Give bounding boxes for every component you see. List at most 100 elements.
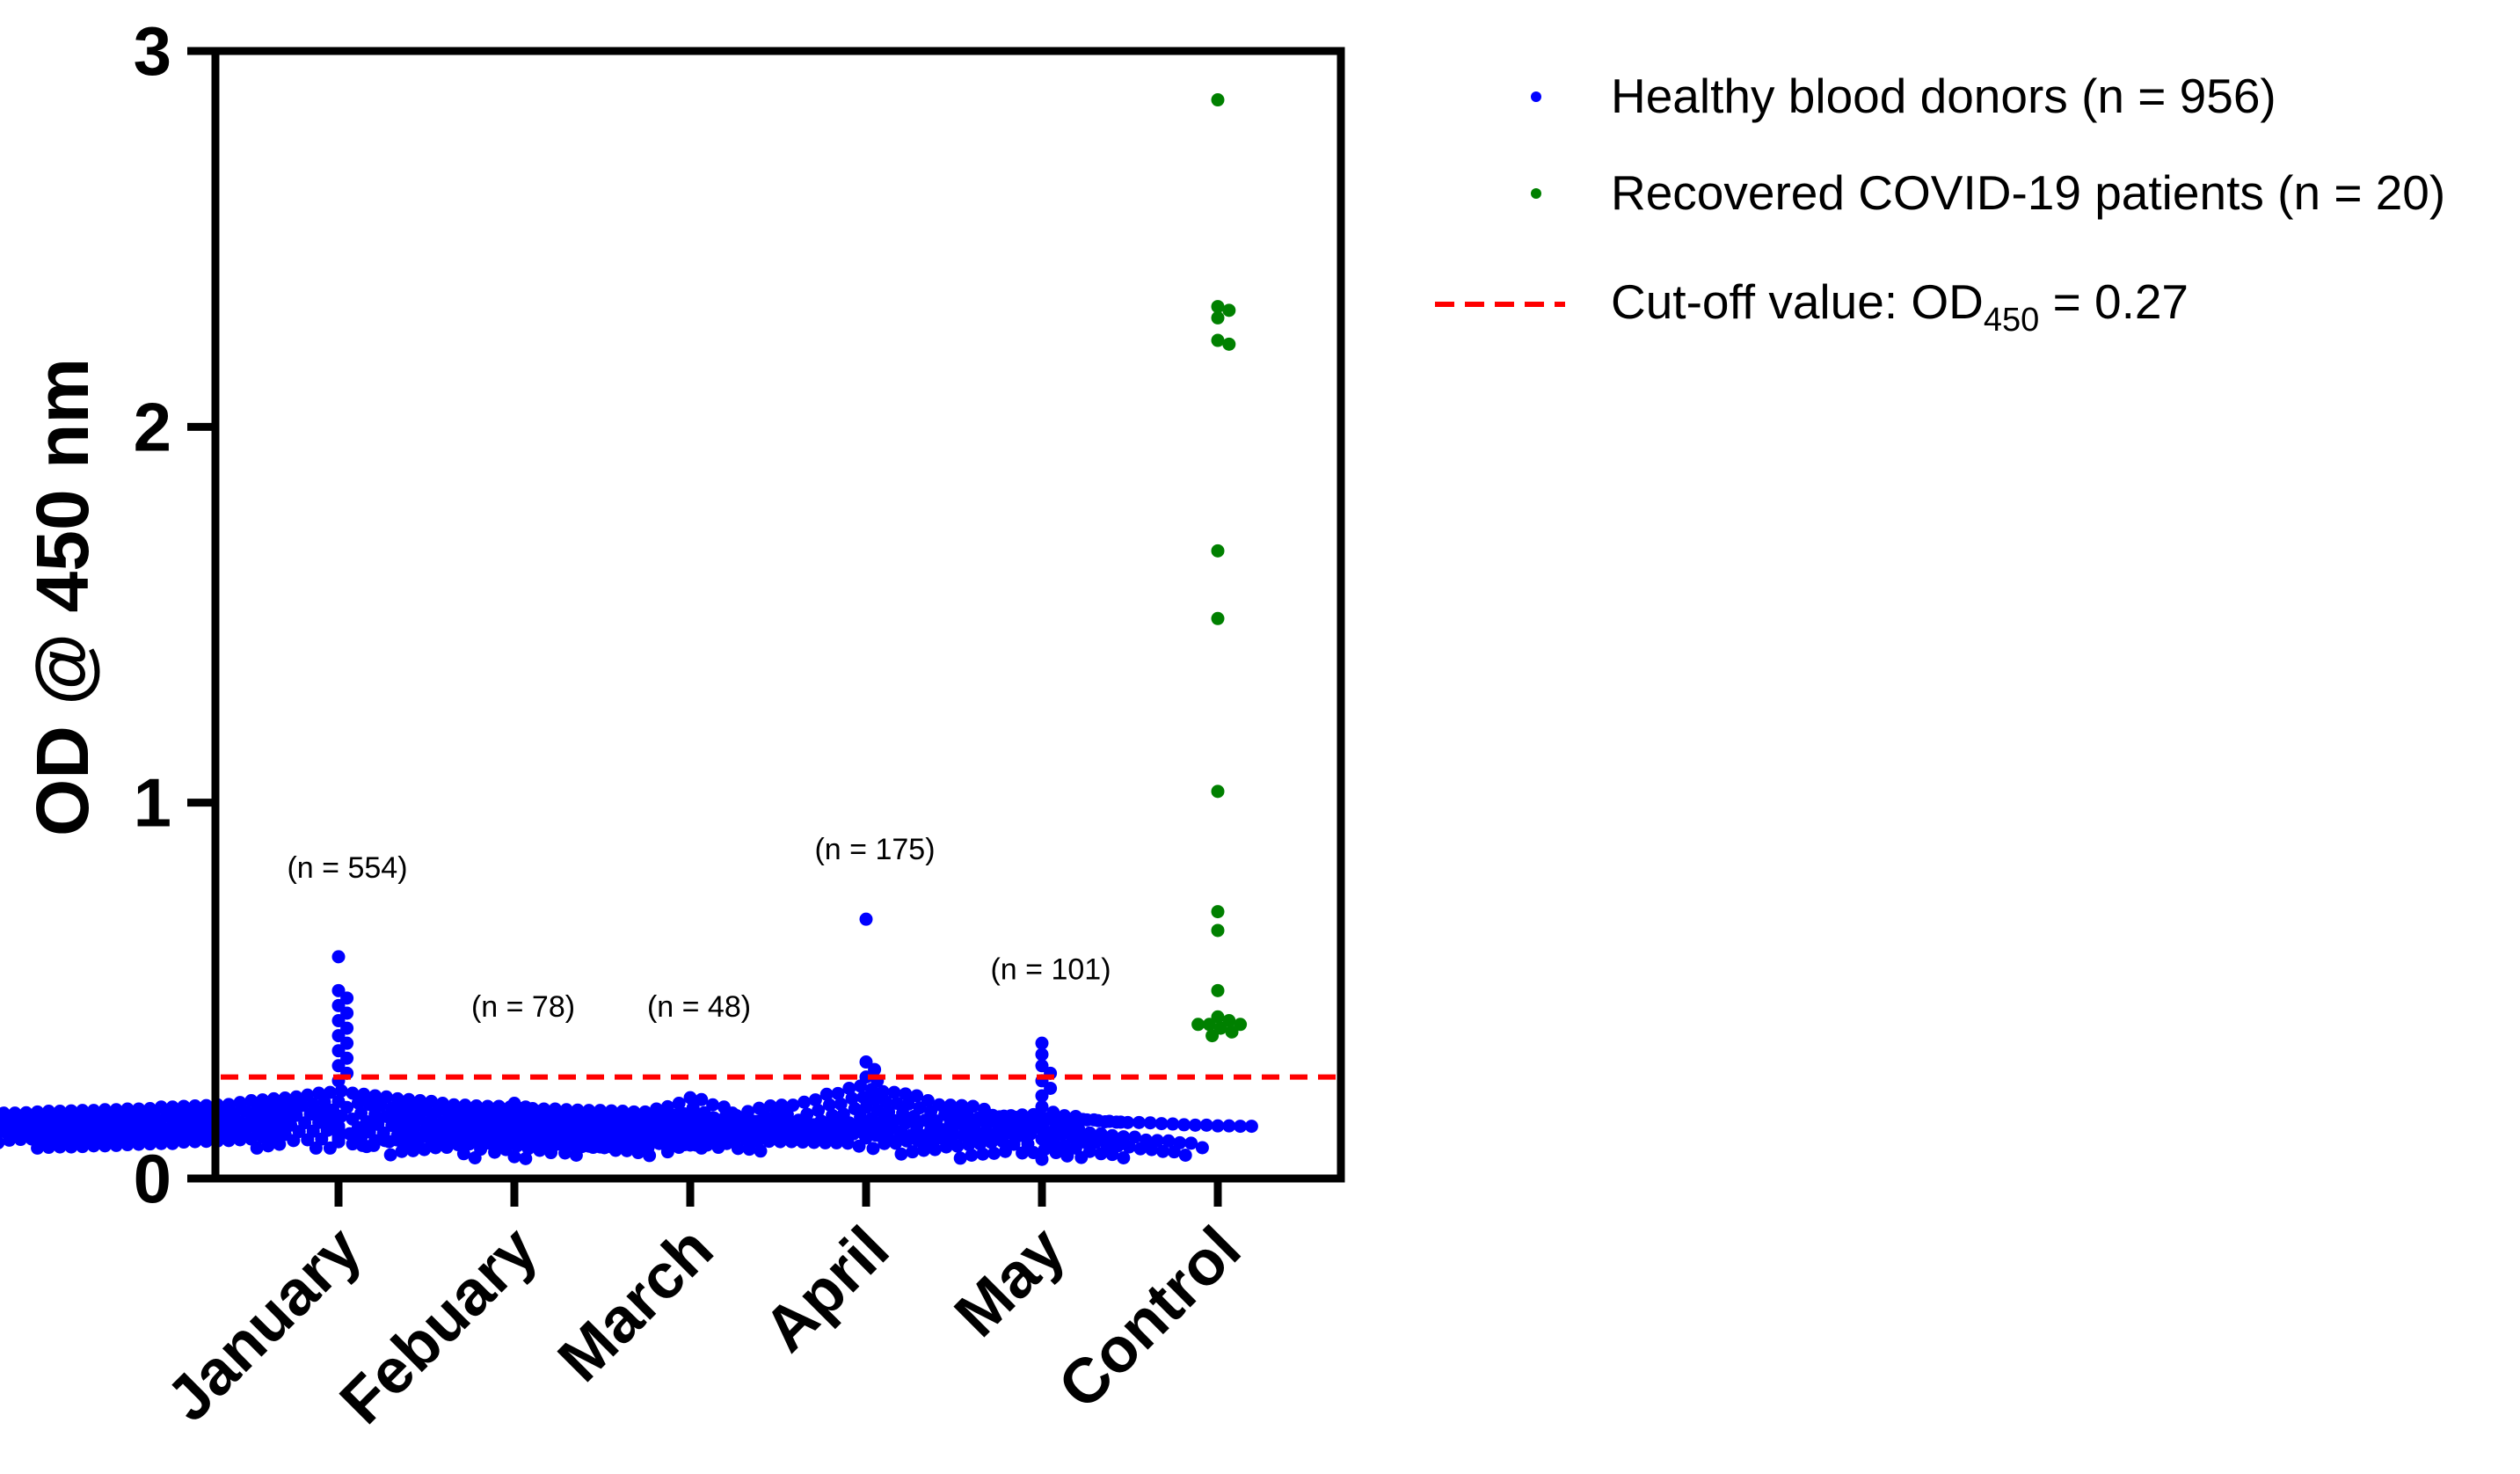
data-point: [132, 1137, 146, 1151]
data-point: [917, 1143, 931, 1157]
data-point: [406, 1143, 420, 1157]
data-point: [1038, 1142, 1052, 1157]
data-point: [558, 1146, 572, 1160]
data-point: [488, 1145, 502, 1159]
data-point: [64, 1140, 78, 1154]
legend-cutoff-suffix: = 0.27: [2039, 274, 2189, 329]
data-point: [1035, 1089, 1049, 1103]
data-point: [460, 1115, 474, 1129]
data-point: [854, 1079, 868, 1093]
data-point: [418, 1142, 432, 1157]
data-point: [953, 1151, 967, 1165]
data-point: [1211, 905, 1225, 919]
data-point: [510, 1139, 524, 1153]
data-point: [761, 1129, 775, 1143]
data-point: [772, 1127, 786, 1141]
data-point: [718, 1129, 732, 1143]
data-point: [928, 1142, 942, 1157]
data-point: [53, 1140, 67, 1154]
data-point: [41, 1141, 55, 1155]
data-point: [706, 1098, 720, 1112]
data-point: [1035, 1059, 1049, 1073]
data-point: [1132, 1115, 1146, 1129]
data-point: [976, 1147, 990, 1161]
data-point: [1094, 1147, 1108, 1161]
data-point: [959, 1114, 973, 1128]
data-point: [482, 1120, 496, 1134]
data-point: [831, 1086, 845, 1100]
group-count-label: (n = 78): [471, 990, 575, 1024]
group-count-label: (n = 175): [814, 833, 935, 866]
data-point: [906, 1145, 920, 1159]
data-point: [1234, 1018, 1248, 1032]
data-point: [1211, 300, 1225, 314]
data-point: [306, 1097, 320, 1111]
data-point: [315, 1106, 329, 1120]
data-point: [428, 1141, 442, 1155]
data-point: [1167, 1145, 1181, 1159]
data-point: [355, 1138, 369, 1152]
data-point: [1177, 1118, 1191, 1132]
data-point: [984, 1135, 998, 1149]
data-point: [569, 1149, 583, 1163]
data-point: [1035, 1036, 1049, 1050]
data-point: [331, 1029, 346, 1043]
data-point: [1211, 544, 1225, 558]
data-point: [177, 1135, 191, 1149]
data-point: [1035, 1099, 1049, 1113]
data-point: [1213, 1021, 1227, 1035]
data-point: [629, 1114, 643, 1128]
data-point: [530, 1133, 544, 1147]
data-point: [1188, 1118, 1202, 1132]
data-point: [516, 1119, 530, 1133]
data-point: [890, 1097, 904, 1111]
data-point: [507, 1149, 521, 1164]
data-point: [468, 1150, 482, 1164]
data-point: [200, 1135, 214, 1149]
data-point: [742, 1142, 756, 1157]
data-point: [1122, 1140, 1136, 1154]
data-point: [741, 1105, 755, 1119]
data-point: [334, 1109, 348, 1123]
data-point: [970, 1114, 984, 1128]
data-point: [965, 1149, 979, 1163]
data-point: [434, 1130, 448, 1144]
data-point: [896, 1106, 910, 1120]
data-point: [798, 1095, 812, 1109]
data-point: [1211, 784, 1225, 799]
data-point: [331, 1014, 346, 1028]
data-point: [1162, 1134, 1176, 1148]
data-point: [998, 1144, 1012, 1158]
data-point: [1035, 1047, 1049, 1062]
data-point: [834, 1097, 848, 1111]
data-point: [899, 1116, 913, 1130]
data-point: [856, 1091, 870, 1105]
data-point: [1103, 1114, 1117, 1128]
data-point: [1080, 1113, 1094, 1127]
data-point: [859, 1131, 873, 1145]
data-point: [493, 1120, 507, 1134]
data-point: [120, 1138, 135, 1152]
data-point: [1044, 1081, 1058, 1095]
data-point: [808, 1093, 822, 1107]
data-point: [950, 1139, 965, 1153]
data-point: [876, 1084, 890, 1098]
legend-label-cutoff: Cut-off value: OD450 = 0.27: [1611, 274, 2189, 339]
data-point: [775, 1116, 789, 1130]
data-point: [696, 1132, 710, 1146]
data-point: [910, 1089, 924, 1103]
data-point: [973, 1137, 987, 1151]
data-point: [939, 1140, 953, 1154]
data-point: [1154, 1117, 1169, 1131]
data-point: [346, 1086, 360, 1100]
data-point: [301, 1133, 315, 1147]
data-point: [1225, 1025, 1239, 1039]
data-point: [331, 983, 346, 997]
data-point: [1035, 1132, 1049, 1146]
data-point: [561, 1117, 575, 1131]
data-point: [601, 1132, 615, 1146]
data-point: [1222, 337, 1236, 351]
data-point: [343, 1127, 357, 1141]
legend: Healthy blood donors (n = 956) Recovered…: [1435, 69, 2445, 339]
data-point: [383, 1148, 397, 1162]
